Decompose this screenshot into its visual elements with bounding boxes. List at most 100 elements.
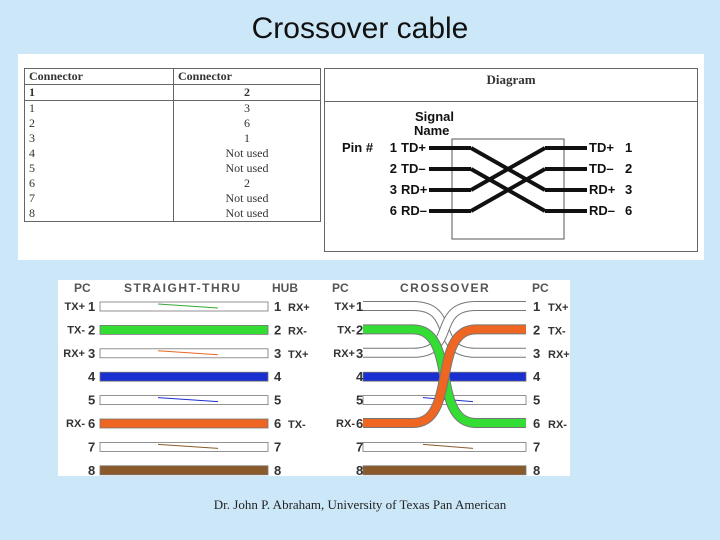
straight-left-pin: 1	[88, 299, 95, 314]
header-pc-left: PC	[74, 281, 91, 295]
cross-left-pin: 6	[356, 416, 363, 431]
cross-right-pin: 7	[533, 439, 540, 454]
connector-row: 5 Not used	[24, 161, 321, 176]
straight-left-label: TX+	[65, 301, 85, 313]
crossover-wire	[470, 146, 546, 192]
header-pc-right: PC	[532, 281, 549, 295]
left-pin-number: 2	[390, 161, 397, 176]
right-signal-name: RD+	[589, 182, 616, 197]
cross-left-pin: 2	[356, 322, 363, 337]
wiring-diagram: PC STRAIGHT-THRU HUB PC CROSSOVER PC TX+…	[63, 281, 570, 478]
connector-1-cell: 1	[24, 100, 174, 116]
straight-left-pin: 2	[88, 322, 95, 337]
right-pin-number: 3	[625, 182, 632, 197]
connector-1-cell: 6	[24, 176, 174, 191]
cross-left-pin: 8	[356, 463, 363, 476]
right-pin-number: 6	[625, 203, 632, 218]
straight-left-pin: 3	[88, 346, 95, 361]
straight-right-pin: 4	[274, 369, 282, 384]
connector-row: 7 Not used	[24, 191, 321, 206]
connector-2-cell: Not used	[173, 146, 321, 161]
crossover-wire	[470, 167, 546, 213]
connector-table: Connector Connector 1 2 1 3 2 6 3 1 4 Not used 5…	[24, 68, 321, 222]
straight-left-label: TX-	[67, 324, 85, 336]
straight-right-pin: 1	[274, 299, 281, 314]
cross-right-label: RX-	[548, 419, 567, 431]
header-hub: HUB	[272, 281, 298, 295]
footer-credit: Dr. John P. Abraham, University of Texas…	[213, 497, 507, 512]
connector-2-cell: 1	[173, 131, 321, 146]
crossover-wire	[363, 302, 526, 357]
connector-2-cell: Not used	[173, 206, 321, 222]
straight-right-pin: 5	[274, 393, 281, 408]
slide-title: Crossover cable	[251, 12, 469, 45]
left-signal-name: TD+	[401, 140, 426, 155]
connector-2-cell: Not used	[173, 191, 321, 206]
straight-right-label: RX-	[288, 325, 307, 337]
right-pin-number: 2	[625, 161, 632, 176]
connector-2-cell: 3	[173, 100, 321, 116]
straight-right-pin: 3	[274, 346, 281, 361]
header-connector-2: Connector	[173, 68, 321, 85]
cross-left-label: TX-	[337, 324, 355, 336]
left-pin-number: 1	[390, 140, 397, 155]
signal-label: Signal	[415, 109, 454, 124]
wire-stripe	[422, 443, 474, 449]
straight-right-label: TX+	[288, 349, 308, 361]
diagram-header: Diagram	[325, 69, 697, 102]
connector-table-body: 1 2 1 3 2 6 3 1 4 Not used 5 Not used 6 2 7 Not used 8…	[24, 84, 321, 222]
straight-right-pin: 2	[274, 322, 281, 337]
connector-1-cell: 3	[24, 131, 174, 146]
cross-left-label: TX+	[335, 301, 355, 313]
cross-left-pin: 4	[356, 369, 364, 384]
cross-left-pin: 7	[356, 439, 363, 454]
connector-2-cell: 6	[173, 116, 321, 131]
straight-wire	[99, 348, 269, 359]
straight-left-pin: 7	[88, 439, 95, 454]
straight-left-label: RX-	[66, 418, 85, 430]
header-connector-1: Connector	[24, 68, 174, 85]
left-signal-name: RD+	[401, 182, 428, 197]
straight-right-pin: 6	[274, 416, 281, 431]
pin-label: Pin #	[342, 140, 374, 155]
header-pc-mid: PC	[332, 281, 349, 295]
connector-2-cell: 2	[173, 176, 321, 191]
subheader-connector-2: 2	[173, 84, 321, 101]
straight-right-label: TX-	[288, 419, 306, 431]
crossover-straight-wire	[362, 441, 527, 452]
left-pin-number: 6	[390, 203, 397, 218]
wire-stripe	[157, 350, 219, 356]
straight-wire	[99, 465, 269, 476]
connector-row: 4 Not used	[24, 146, 321, 161]
connector-1-cell: 7	[24, 191, 174, 206]
cross-right-label: RX+	[548, 349, 570, 361]
cross-right-pin: 1	[533, 299, 540, 314]
crossover-wire	[363, 325, 526, 427]
cross-right-pin: 4	[533, 369, 541, 384]
signal-diagram: Signal Name Pin # 1 TD+ 2 TD– 3 RD+ 6 RD– TD+ 1 TD…	[342, 109, 632, 240]
wire-stripe	[157, 303, 219, 309]
subheader-connector-1: 1	[24, 84, 174, 101]
straight-right-pin: 8	[274, 463, 281, 476]
straight-wire	[99, 325, 269, 335]
connector-1-cell: 4	[24, 146, 174, 161]
connector-1-cell: 2	[24, 116, 174, 131]
name-label: Name	[414, 123, 449, 138]
connector-1-cell: 5	[24, 161, 174, 176]
left-pin-number: 3	[390, 182, 397, 197]
header-crossover: CROSSOVER	[400, 281, 490, 295]
cross-right-pin: 2	[533, 322, 540, 337]
straight-wire	[99, 301, 269, 312]
straight-wire	[99, 441, 269, 452]
diagram-box: Diagram Signal Name Pin # 1 TD+ 2 TD– 3 RD+ 6 R…	[324, 68, 698, 252]
cross-left-pin: 3	[356, 346, 363, 361]
cross-right-pin: 8	[533, 463, 540, 476]
straight-wire	[99, 371, 269, 382]
cross-right-pin: 5	[533, 393, 540, 408]
straight-right-pin: 7	[274, 439, 281, 454]
header-straight-thru: STRAIGHT-THRU	[124, 281, 242, 295]
left-signal-name: RD–	[401, 203, 427, 218]
